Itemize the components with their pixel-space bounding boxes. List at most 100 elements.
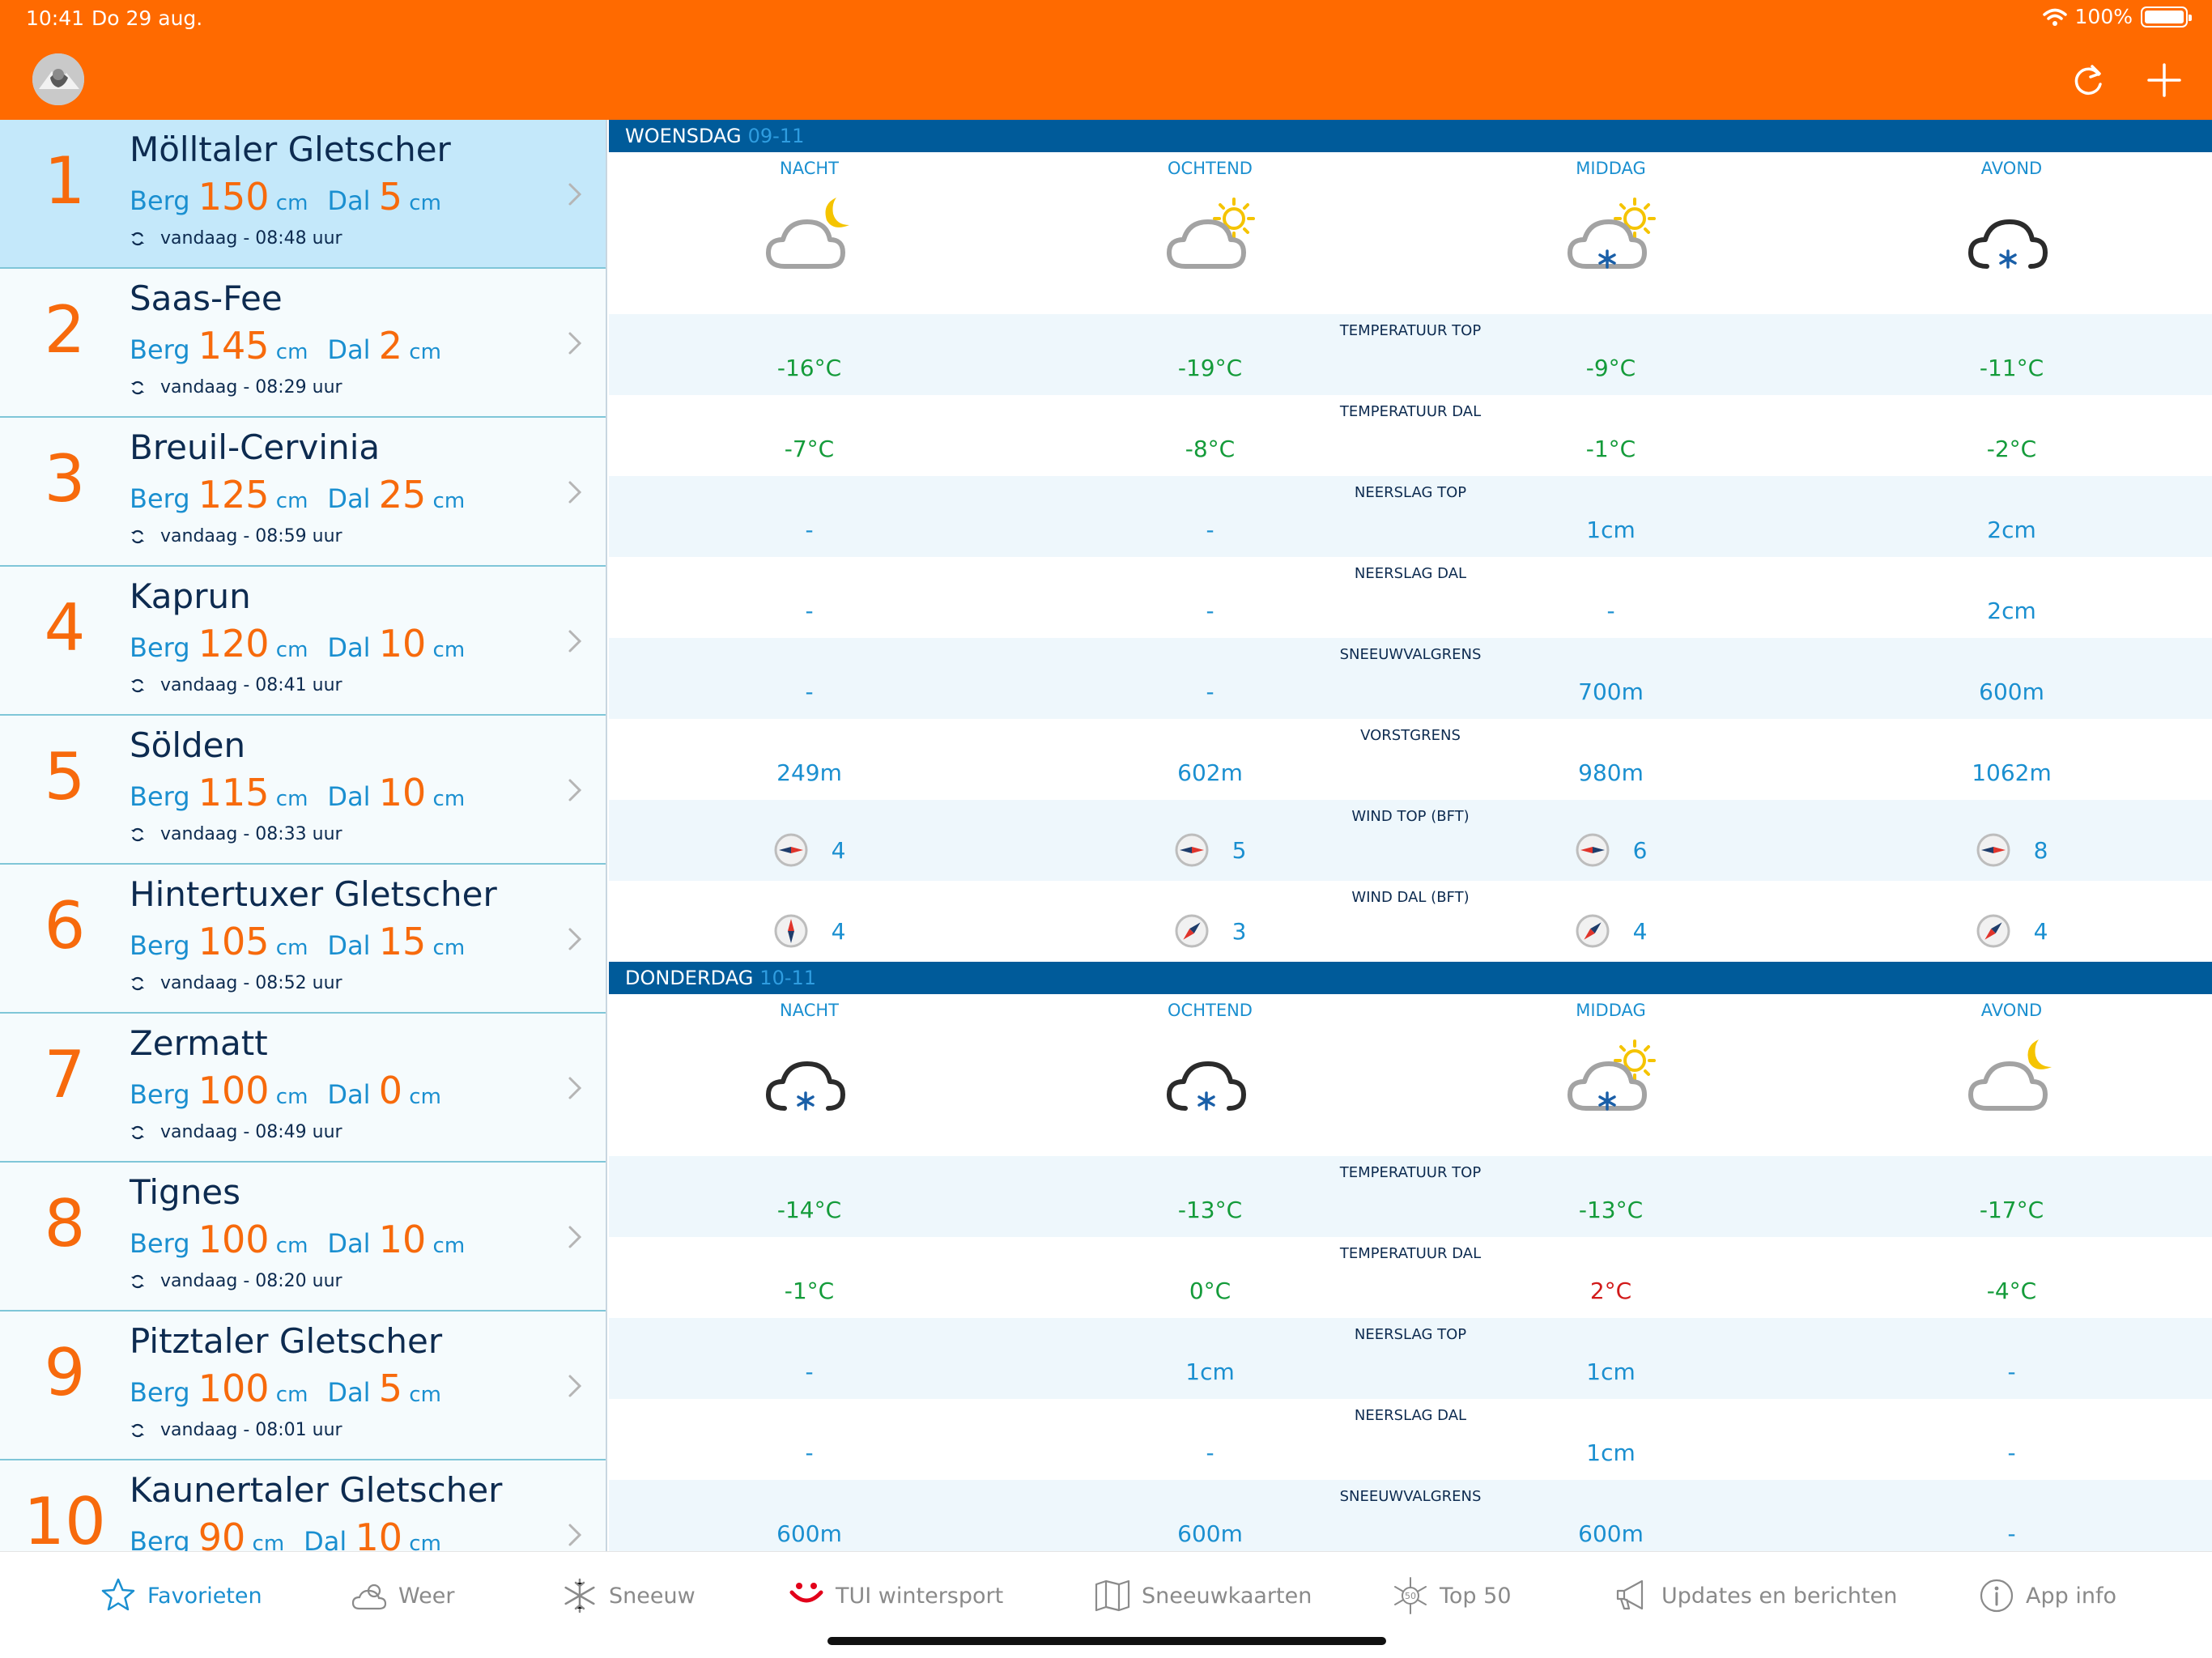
resort-row[interactable]: 7 Zermatt Berg 100 cm Dal 0 cm vandaag - 08:… xyxy=(0,1014,606,1163)
dal-value: 2 xyxy=(378,324,403,368)
forecast-panel[interactable]: WOENSDAG 09-11 NACHT OCHTEND MIDDAG AVOND TEMP… xyxy=(609,120,2212,1551)
chevron-right-icon xyxy=(568,630,582,653)
day-date: 09-11 xyxy=(747,125,805,147)
berg-unit: cm xyxy=(269,1085,308,1109)
cloud-moon-icon xyxy=(1968,1039,2052,1111)
dal-value: 10 xyxy=(378,622,427,665)
cloud-sun-snow-icon xyxy=(1568,1039,1656,1111)
tab-label: App info xyxy=(2026,1583,2116,1609)
metric-value: - xyxy=(2007,1520,2016,1547)
metric-value: 700m xyxy=(1578,678,1644,705)
update-text: vandaag - 08:52 uur xyxy=(160,973,342,993)
metric-value: 602m xyxy=(1177,759,1243,786)
resort-rank: 5 xyxy=(44,739,86,814)
period-column: MIDDAG xyxy=(1410,994,1811,1156)
dal-value: 0 xyxy=(378,1069,403,1112)
refresh-icon[interactable] xyxy=(2068,60,2108,100)
dal-value: 25 xyxy=(378,473,427,517)
resort-row[interactable]: 5 Sölden Berg 115 cm Dal 10 cm vandaag - 08:… xyxy=(0,716,606,865)
compass-icon xyxy=(774,914,808,948)
resort-row[interactable]: 4 Kaprun Berg 120 cm Dal 10 cm vandaag - 08:… xyxy=(0,567,606,716)
resort-row[interactable]: 2 Saas-Fee Berg 145 cm Dal 2 cm vandaag - 08… xyxy=(0,269,606,418)
resort-row[interactable]: 1 Mölltaler Gletscher Berg 150 cm Dal 5 cm v… xyxy=(0,120,606,269)
berg-unit: cm xyxy=(269,787,308,811)
wind-cell: 6 xyxy=(1410,832,1811,868)
metric-row: NEERSLAG TOP - 1cm 1cm - xyxy=(609,1318,2212,1399)
resort-rank: 7 xyxy=(44,1037,86,1112)
berg-value: 145 xyxy=(198,324,270,368)
metric-row: VORSTGRENS 249m 602m 980m 1062m xyxy=(609,719,2212,800)
metric-value: -14°C xyxy=(776,1197,842,1223)
metric-value: 2cm xyxy=(1987,597,2036,624)
battery-percent: 100% xyxy=(2074,5,2133,28)
wind-cell: 8 xyxy=(1811,832,2212,868)
metric-value: -17°C xyxy=(1979,1197,2044,1223)
resort-rank: 4 xyxy=(44,590,86,665)
chevron-right-icon xyxy=(568,1226,582,1248)
chevron-right-icon xyxy=(568,779,582,801)
dal-label: Dal xyxy=(327,1228,379,1259)
tab-sneeuw[interactable]: Sneeuw xyxy=(560,1576,696,1615)
tab-updates-en-berichten[interactable]: Updates en berichten xyxy=(1613,1576,1897,1615)
berg-value: 105 xyxy=(198,920,270,963)
resort-rank: 3 xyxy=(44,441,86,517)
tab-label: Updates en berichten xyxy=(1661,1583,1898,1609)
berg-unit: cm xyxy=(269,638,308,662)
resort-name: Saas-Fee xyxy=(130,278,283,318)
resort-row[interactable]: 9 Pitztaler Gletscher Berg 100 cm Dal 5 cm v… xyxy=(0,1312,606,1460)
tab-favorieten[interactable]: Favorieten xyxy=(99,1576,262,1615)
update-time: vandaag - 08:33 uur xyxy=(130,824,342,844)
wind-value: 6 xyxy=(1632,836,1648,864)
resort-rank: 10 xyxy=(23,1484,106,1552)
resort-row[interactable]: 10 Kaunertaler Gletscher Berg 90 cm Dal 10 … xyxy=(0,1460,606,1552)
berg-label: Berg xyxy=(130,334,198,365)
berg-value: 100 xyxy=(198,1069,270,1112)
sync-icon xyxy=(131,1125,144,1139)
metric-label: NEERSLAG DAL xyxy=(1354,1407,1467,1424)
metric-label: TEMPERATUUR DAL xyxy=(1339,1245,1482,1262)
info-icon xyxy=(1980,1579,2014,1613)
sync-icon xyxy=(131,529,144,543)
tab-weer[interactable]: Weer xyxy=(350,1576,454,1615)
dal-value: 10 xyxy=(378,771,427,814)
tab-app-info[interactable]: App info xyxy=(1977,1576,2116,1615)
metric-row: NEERSLAG TOP - - 1cm 2cm xyxy=(609,476,2212,557)
resort-row[interactable]: 6 Hintertuxer Gletscher Berg 105 cm Dal 15 … xyxy=(0,865,606,1014)
metric-value: -7°C xyxy=(784,436,835,462)
update-text: vandaag - 08:48 uur xyxy=(160,228,342,249)
resort-name: Pitztaler Gletscher xyxy=(130,1321,443,1361)
resort-row[interactable]: 8 Tignes Berg 100 cm Dal 10 cm vandaag - 08:… xyxy=(0,1163,606,1312)
metric-row: SNEEUWVALGRENS 600m 600m 600m - xyxy=(609,1480,2212,1551)
dal-label: Dal xyxy=(327,1079,379,1110)
wind-cell: 4 xyxy=(609,913,1010,949)
dal-label: Dal xyxy=(327,483,379,514)
resort-name: Kaprun xyxy=(130,576,251,616)
status-time: 10:41 xyxy=(26,6,85,30)
dal-unit: cm xyxy=(426,787,466,811)
wind-value: 4 xyxy=(1632,917,1648,945)
period-label: AVOND xyxy=(1980,1001,2043,1020)
svg-text:50: 50 xyxy=(1405,1591,1416,1601)
resort-row[interactable]: 3 Breuil-Cervinia Berg 125 cm Dal 25 cm vand… xyxy=(0,418,606,567)
update-text: vandaag - 08:20 uur xyxy=(160,1271,342,1291)
tab-tui-wintersport[interactable]: TUI wintersport xyxy=(787,1576,1003,1615)
sync-icon xyxy=(131,827,144,841)
add-icon[interactable] xyxy=(2144,60,2184,100)
period-label: AVOND xyxy=(1980,159,2043,178)
avatar[interactable] xyxy=(32,53,84,105)
dal-value: 5 xyxy=(378,1367,403,1410)
resort-rank: 2 xyxy=(44,292,86,368)
chevron-right-icon xyxy=(568,1375,582,1397)
wind-value: 3 xyxy=(1231,917,1247,945)
metric-row: NEERSLAG DAL - - 1cm - xyxy=(609,1399,2212,1480)
metric-value: 1cm xyxy=(1586,1358,1636,1385)
metric-label: VORSTGRENS xyxy=(1360,727,1461,744)
favorites-list[interactable]: 1 Mölltaler Gletscher Berg 150 cm Dal 5 cm v… xyxy=(0,120,607,1551)
berg-label: Berg xyxy=(130,1526,198,1551)
cloud-moon-icon xyxy=(766,198,849,269)
metric-label: NEERSLAG TOP xyxy=(1354,484,1467,501)
metric-value: -11°C xyxy=(1979,355,2044,381)
metric-label: NEERSLAG TOP xyxy=(1354,1326,1467,1343)
tab-sneeuwkaarten[interactable]: Sneeuwkaarten xyxy=(1093,1576,1312,1615)
tab-top-50[interactable]: 50 Top 50 xyxy=(1391,1576,1512,1615)
